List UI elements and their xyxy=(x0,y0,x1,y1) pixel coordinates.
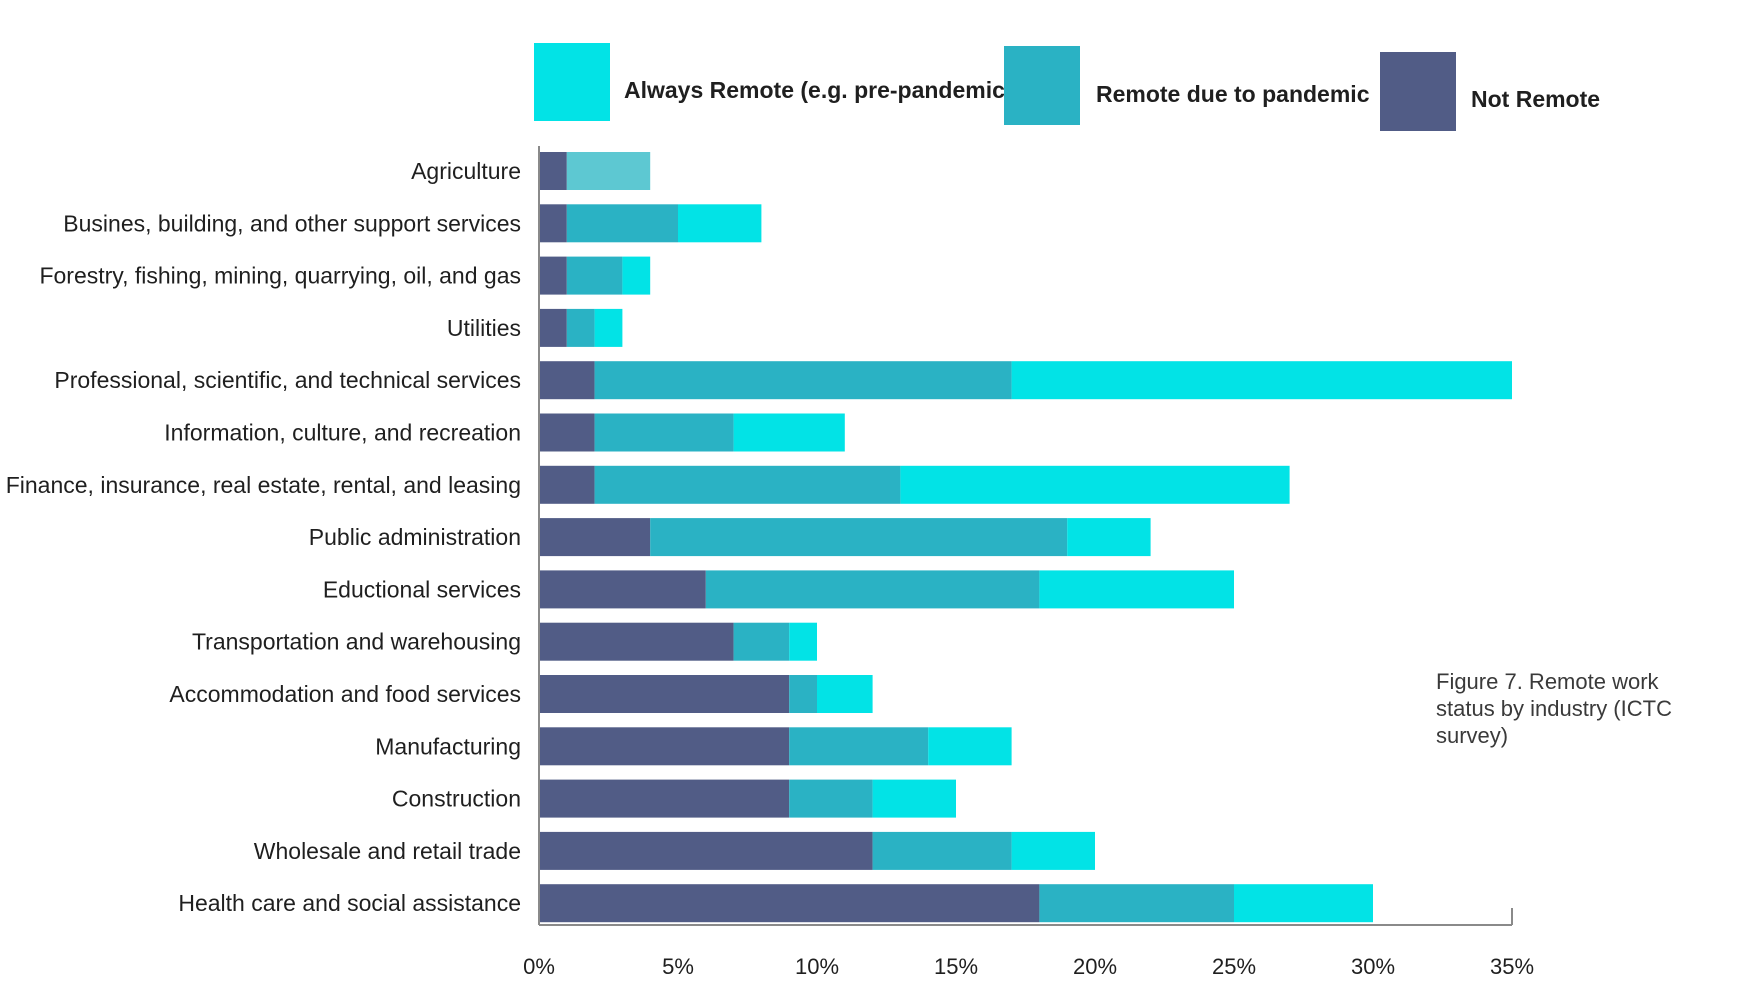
bar-always-remote-e-g-pre-pandemic-manufacturing xyxy=(928,727,1012,766)
x-tick-label-30: 30% xyxy=(1351,954,1395,979)
bar-not-remote-forestry-fishing-mining-quarrying-oil-and-gas xyxy=(539,256,567,295)
bar-always-remote-e-g-pre-pandemic-forestry-fishing-mining-quarrying-oil-and-gas xyxy=(622,256,651,295)
bar-always-remote-e-g-pre-pandemic-professional-scientific-and-technical-services xyxy=(1011,361,1512,400)
bar-remote-due-to-pandemic-eductional-services xyxy=(705,570,1040,609)
x-tick-label-35: 35% xyxy=(1490,954,1534,979)
legend: Always Remote (e.g. pre-pandemic) Remote … xyxy=(534,43,1600,131)
x-tick-label-20: 20% xyxy=(1073,954,1117,979)
bar-not-remote-construction xyxy=(539,779,790,818)
x-tick-label-10: 10% xyxy=(795,954,839,979)
axes xyxy=(538,146,1513,926)
bar-remote-due-to-pandemic-health-care-and-social-assistance xyxy=(1039,884,1234,923)
category-label-busines-building-and-other-support-services: Busines, building, and other support ser… xyxy=(63,210,521,236)
bar-not-remote-eductional-services xyxy=(539,570,706,609)
bar-remote-due-to-pandemic-public-administration xyxy=(650,518,1068,557)
bar-remote-due-to-pandemic-busines-building-and-other-support-services xyxy=(566,204,678,243)
bars xyxy=(539,152,1512,923)
x-tick-labels: 0% 5% 10% 15% 20% 25% 30% 35% xyxy=(523,954,1534,979)
bar-remote-due-to-pandemic-professional-scientific-and-technical-services xyxy=(594,361,1012,400)
bar-not-remote-information-culture-and-recreation xyxy=(539,413,595,452)
category-label-utilities: Utilities xyxy=(447,315,521,341)
bar-not-remote-accommodation-and-food-services xyxy=(539,675,790,713)
bar-not-remote-wholesale-and-retail-trade xyxy=(539,831,873,870)
category-label-construction: Construction xyxy=(392,786,521,812)
bar-not-remote-transportation-and-warehousing xyxy=(539,622,734,661)
category-label-manufacturing: Manufacturing xyxy=(375,733,521,759)
bar-not-remote-utilities xyxy=(539,308,567,347)
bar-remote-due-to-pandemic-wholesale-and-retail-trade xyxy=(872,831,1012,870)
x-tick-label-0: 0% xyxy=(523,954,555,979)
legend-label-not-remote: Not Remote xyxy=(1471,86,1600,112)
bar-remote-due-to-pandemic-transportation-and-warehousing xyxy=(733,622,790,661)
legend-swatch-remote-due-to-pandemic xyxy=(1004,46,1080,125)
bar-always-remote-e-g-pre-pandemic-busines-building-and-other-support-services xyxy=(678,204,762,243)
bar-remote-due-to-pandemic-accommodation-and-food-services xyxy=(789,675,817,713)
category-label-agriculture: Agriculture xyxy=(411,158,521,184)
legend-label-remote-due-to-pandemic: Remote due to pandemic xyxy=(1096,81,1370,107)
category-label-accommodation-and-food-services: Accommodation and food services xyxy=(169,681,521,707)
category-label-information-culture-and-recreation: Information, culture, and recreation xyxy=(164,420,521,446)
legend-swatch-always-remote-e-g-pre-pandemic xyxy=(534,43,610,121)
bar-not-remote-agriculture xyxy=(539,152,567,190)
category-label-public-administration: Public administration xyxy=(309,524,521,550)
bar-remote-due-to-pandemic-information-culture-and-recreation xyxy=(594,413,734,452)
category-label-wholesale-and-retail-trade: Wholesale and retail trade xyxy=(254,838,521,864)
bar-always-remote-e-g-pre-pandemic-construction xyxy=(872,779,956,818)
bar-remote-due-to-pandemic-utilities xyxy=(566,308,595,347)
figure-caption: Figure 7. Remote work status by industry… xyxy=(1436,669,1672,748)
bar-not-remote-health-care-and-social-assistance xyxy=(539,884,1040,923)
x-tick-label-5: 5% xyxy=(662,954,694,979)
bar-always-remote-e-g-pre-pandemic-transportation-and-warehousing xyxy=(789,622,817,661)
legend-label-always-remote-e-g-pre-pandemic: Always Remote (e.g. pre-pandemic) xyxy=(624,77,1013,103)
bar-remote-due-to-pandemic-manufacturing xyxy=(789,727,929,766)
bar-not-remote-public-administration xyxy=(539,518,651,557)
bar-not-remote-manufacturing xyxy=(539,727,790,766)
bar-remote-due-to-pandemic-finance-insurance-real-estate-rental-and-leasing xyxy=(594,465,901,504)
bar-not-remote-busines-building-and-other-support-services xyxy=(539,204,567,243)
category-label-finance-insurance-real-estate-rental-and-leasing: Finance, insurance, real estate, rental,… xyxy=(6,472,521,498)
category-label-professional-scientific-and-technical-services: Professional, scientific, and technical … xyxy=(54,367,521,393)
bar-always-remote-e-g-pre-pandemic-public-administration xyxy=(1067,518,1151,557)
x-tick-label-25: 25% xyxy=(1212,954,1256,979)
bar-remote-due-to-pandemic-construction xyxy=(789,779,873,818)
bar-always-remote-e-g-pre-pandemic-health-care-and-social-assistance xyxy=(1234,884,1373,923)
category-label-forestry-fishing-mining-quarrying-oil-and-gas: Forestry, fishing, mining, quarrying, oi… xyxy=(39,263,521,289)
bar-remote-due-to-pandemic-forestry-fishing-mining-quarrying-oil-and-gas xyxy=(566,256,623,295)
bar-always-remote-e-g-pre-pandemic-wholesale-and-retail-trade xyxy=(1011,831,1095,870)
category-labels: Agriculture Busines, building, and other … xyxy=(6,158,521,916)
bar-remote-due-to-pandemic-agriculture xyxy=(566,152,651,190)
bar-always-remote-e-g-pre-pandemic-finance-insurance-real-estate-rental-and-leasing xyxy=(900,465,1290,504)
category-label-eductional-services: Eductional services xyxy=(323,576,521,602)
x-tick-label-15: 15% xyxy=(934,954,978,979)
legend-swatch-not-remote xyxy=(1380,52,1456,131)
bar-always-remote-e-g-pre-pandemic-utilities xyxy=(594,308,623,347)
category-label-health-care-and-social-assistance: Health care and social assistance xyxy=(178,890,521,916)
category-label-transportation-and-warehousing: Transportation and warehousing xyxy=(192,629,521,655)
bar-always-remote-e-g-pre-pandemic-accommodation-and-food-services xyxy=(817,675,873,713)
bar-always-remote-e-g-pre-pandemic-information-culture-and-recreation xyxy=(733,413,845,452)
bar-always-remote-e-g-pre-pandemic-eductional-services xyxy=(1039,570,1234,609)
bar-not-remote-finance-insurance-real-estate-rental-and-leasing xyxy=(539,465,595,504)
bar-not-remote-professional-scientific-and-technical-services xyxy=(539,361,595,400)
